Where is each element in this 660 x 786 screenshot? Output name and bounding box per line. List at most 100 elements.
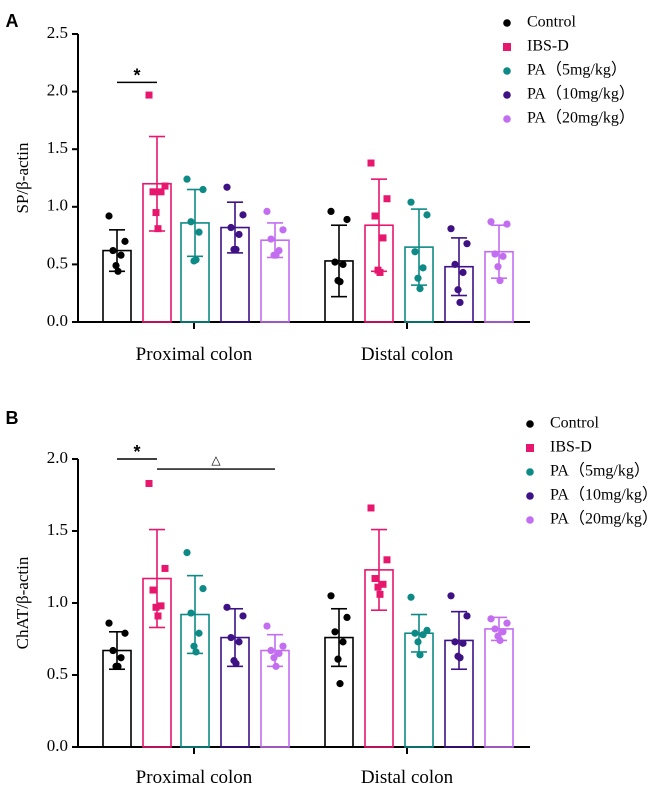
legend-marker xyxy=(526,468,534,476)
data-point xyxy=(109,246,117,255)
data-point-square xyxy=(161,182,169,190)
legend-label: PA（10mg/kg） xyxy=(527,85,635,103)
panel-label: A xyxy=(6,11,19,31)
data-point xyxy=(232,245,240,254)
data-point xyxy=(114,267,122,275)
data-point xyxy=(419,631,427,639)
data-point xyxy=(423,211,431,219)
data-point xyxy=(414,638,422,646)
data-point xyxy=(187,218,195,226)
data-point-square xyxy=(367,159,375,167)
data-point xyxy=(114,662,122,670)
data-point xyxy=(451,260,459,268)
legend-marker xyxy=(503,115,511,123)
data-point xyxy=(183,175,191,183)
data-point xyxy=(192,648,200,656)
data-point xyxy=(336,278,344,286)
data-point-square xyxy=(161,564,169,572)
data-point xyxy=(121,629,129,637)
data-point xyxy=(327,207,335,216)
data-point xyxy=(227,633,235,642)
data-point xyxy=(195,228,203,236)
legend-label: PA（10mg/kg） xyxy=(550,486,658,504)
data-point xyxy=(227,223,235,232)
panel-a-sp-chart: A 0.0 0.5 1.0 1.5 2.0 2.5 SP/β-actin Proximal co… xyxy=(6,11,635,365)
data-point xyxy=(105,619,113,627)
data-point xyxy=(459,268,467,277)
data-point xyxy=(267,646,275,655)
data-point xyxy=(447,592,455,600)
y-axis-label: SP/β-actin xyxy=(13,142,32,213)
y-tick-label: 1.5 xyxy=(47,138,68,157)
data-point xyxy=(419,264,427,272)
data-point xyxy=(503,220,511,228)
data-point xyxy=(499,628,507,636)
data-point-square xyxy=(149,188,157,196)
data-point xyxy=(331,258,339,266)
data-point-square xyxy=(157,602,165,610)
legend-label: PA（20mg/kg） xyxy=(527,109,635,127)
y-tick-label: 1.0 xyxy=(47,592,68,611)
data-point xyxy=(187,609,195,617)
legend-label: IBS-D xyxy=(527,38,569,55)
data-point xyxy=(199,585,207,593)
data-point xyxy=(336,680,344,688)
significance-marker: * xyxy=(133,442,140,462)
data-point xyxy=(272,662,280,670)
y-tick-label: 0.5 xyxy=(47,253,68,272)
legend-label: PA（20mg/kg） xyxy=(550,510,658,528)
legend-marker xyxy=(526,492,534,500)
x-category-label: Distal colon xyxy=(361,767,454,786)
data-point xyxy=(416,284,424,293)
legend-marker-square xyxy=(526,444,534,452)
data-point xyxy=(331,628,339,636)
data-point xyxy=(195,629,203,637)
y-tick-label: 1.0 xyxy=(47,196,68,215)
data-point xyxy=(491,625,499,633)
data-point-square xyxy=(152,603,160,611)
data-point xyxy=(339,260,347,268)
data-point-square xyxy=(383,195,391,203)
data-point xyxy=(456,298,464,307)
data-point xyxy=(463,612,471,620)
data-point xyxy=(267,235,275,243)
data-point xyxy=(407,198,415,206)
legend-label: PA（5mg/kg） xyxy=(550,462,650,480)
legend-marker xyxy=(503,91,511,99)
y-tick-label: 2.0 xyxy=(47,448,68,467)
y-tick-label: 1.5 xyxy=(47,520,68,539)
data-point-square xyxy=(371,212,379,220)
data-point xyxy=(414,274,422,282)
data-point xyxy=(503,619,511,627)
data-point xyxy=(275,649,283,658)
data-point-square xyxy=(149,586,157,594)
data-point xyxy=(451,638,459,646)
data-point xyxy=(232,659,240,668)
data-point xyxy=(339,638,347,646)
data-point xyxy=(496,276,504,285)
data-point xyxy=(190,642,198,650)
data-point-square xyxy=(379,580,387,588)
data-point-square xyxy=(374,583,382,591)
data-point xyxy=(192,256,200,264)
data-point-square xyxy=(154,612,162,620)
y-tick-label: 0.0 xyxy=(47,736,68,755)
data-point xyxy=(235,638,243,646)
data-point-square xyxy=(379,234,387,242)
significance-marker: * xyxy=(133,65,140,85)
legend-label: PA（5mg/kg） xyxy=(527,61,627,79)
data-point xyxy=(117,251,125,259)
data-point xyxy=(494,263,502,271)
legend-marker-square xyxy=(503,43,511,51)
legend-label: Control xyxy=(527,14,576,31)
data-point xyxy=(279,226,287,234)
data-point-square xyxy=(376,590,384,598)
legend-marker xyxy=(526,516,534,524)
data-point xyxy=(447,225,455,233)
data-point xyxy=(334,655,342,663)
data-point-square xyxy=(376,268,384,276)
data-point-square xyxy=(145,479,153,487)
data-point xyxy=(239,612,247,620)
data-point xyxy=(459,639,467,647)
data-point xyxy=(239,211,247,219)
